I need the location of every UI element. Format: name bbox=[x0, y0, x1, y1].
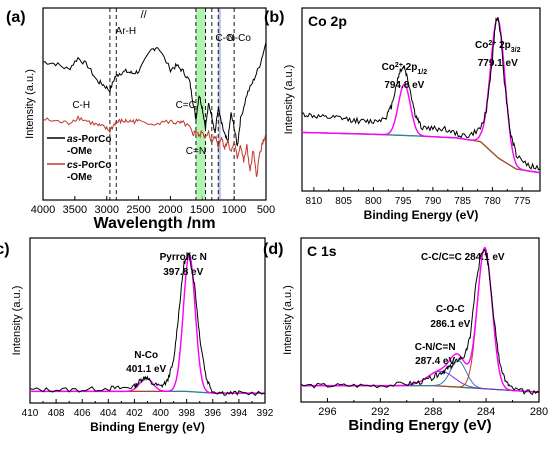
x-tick-label: 795 bbox=[395, 196, 412, 207]
x-tick-label: 2000 bbox=[158, 204, 182, 216]
peak-value: 794.8 eV bbox=[384, 80, 424, 91]
peak-label: Pyrrolic N bbox=[160, 252, 207, 263]
x-axis-title-a: Wavelength /nm bbox=[93, 215, 215, 232]
legend-label-cont: -OMe bbox=[67, 172, 92, 183]
annotation-c-o: C-O bbox=[215, 33, 234, 44]
panel-b bbox=[301, 7, 541, 192]
x-tick-label: 410 bbox=[22, 408, 39, 419]
x-tick-label: 785 bbox=[454, 196, 471, 207]
peak-value: 779.1 eV bbox=[478, 58, 518, 69]
peak-label: C-O-C bbox=[436, 304, 465, 315]
peak-label: C-N/C=N bbox=[415, 342, 456, 353]
highlight-band bbox=[218, 9, 221, 199]
x-tick-label: 3500 bbox=[63, 204, 87, 216]
panel-label-d: (d) bbox=[263, 241, 283, 258]
x-axis-title-b: Binding Energy (eV) bbox=[364, 208, 479, 222]
peak-value: 286.1 eV bbox=[430, 319, 470, 330]
baseline-line bbox=[301, 384, 540, 393]
x-tick-label: 3000 bbox=[94, 204, 118, 216]
y-axis-title-d: Intensity (a.u.) bbox=[282, 285, 294, 355]
plot-frame-b bbox=[301, 7, 541, 192]
baseline-line bbox=[301, 131, 541, 174]
x-tick-label: 500 bbox=[257, 204, 275, 216]
panel-label-b: (b) bbox=[264, 9, 284, 26]
spectrum-line-as bbox=[43, 42, 267, 147]
plot-frame-a bbox=[42, 7, 267, 201]
x-tick-label: 406 bbox=[74, 408, 91, 419]
x-tick-label: 296 bbox=[318, 406, 336, 418]
x-tick-label: 775 bbox=[514, 196, 531, 207]
legend-label: cs-PorCo bbox=[67, 160, 111, 171]
annotation-ar-h: Ar-H bbox=[116, 26, 137, 37]
peak-value: 397.8 eV bbox=[163, 267, 203, 278]
x-axis-title-d: Binding Energy (eV) bbox=[348, 417, 491, 434]
annotation-c-n: C=N bbox=[186, 146, 206, 157]
spectrum-line-cs bbox=[42, 114, 266, 178]
y-axis-title-c: Intensity (a.u.) bbox=[11, 286, 23, 356]
peak-label: C-C/C=C 284.1 eV bbox=[421, 252, 505, 263]
panel-label-c: (c) bbox=[0, 241, 10, 258]
annotation-c-h: C-H bbox=[72, 100, 90, 111]
y-axis-title-b: Intensity (a.u.) bbox=[283, 65, 295, 135]
peak-label: Co2+ 2p1/2 bbox=[382, 62, 428, 76]
fit-envelope-line bbox=[301, 17, 541, 174]
legend-label: as-PorCo bbox=[67, 134, 111, 145]
x-tick-label: 288 bbox=[424, 406, 442, 418]
x-tick-label: 790 bbox=[425, 196, 442, 207]
x-tick-label: 1000 bbox=[222, 204, 246, 216]
x-tick-label: 292 bbox=[371, 406, 389, 418]
peak-label: Co2+ 2p3/2 bbox=[475, 40, 521, 54]
raw-spectrum-line bbox=[301, 17, 541, 171]
x-tick-label: 404 bbox=[100, 408, 117, 419]
x-tick-label: 805 bbox=[335, 196, 352, 207]
x-tick-label: 398 bbox=[178, 408, 195, 419]
x-tick-label: 400 bbox=[152, 408, 169, 419]
annotation-n-co: N-Co bbox=[228, 33, 252, 44]
peak-value: 401.1 eV bbox=[126, 364, 166, 375]
x-tick-label: 2500 bbox=[126, 204, 150, 216]
x-tick-label: 280 bbox=[530, 406, 548, 418]
x-tick-label: 1500 bbox=[190, 204, 214, 216]
x-tick-label: 402 bbox=[126, 408, 143, 419]
panel-title-d: C 1s bbox=[307, 243, 337, 259]
x-axis-title-c: Binding Energy (eV) bbox=[90, 420, 205, 434]
x-tick-label: 408 bbox=[48, 408, 65, 419]
x-tick-label: 284 bbox=[477, 406, 495, 418]
panel-label-a: (a) bbox=[6, 9, 26, 26]
peak-label: N-Co bbox=[134, 350, 158, 361]
x-tick-label: 396 bbox=[204, 408, 221, 419]
raw-spectrum-line bbox=[29, 252, 266, 397]
raw-spectrum-line bbox=[300, 248, 540, 396]
annotation-c-c: C=C bbox=[176, 100, 196, 111]
panel-title-b: Co 2p bbox=[308, 13, 347, 29]
x-tick-label: 810 bbox=[306, 196, 323, 207]
axis-break-mark: // bbox=[141, 9, 148, 21]
y-axis-title-a: Intensity (a.u.) bbox=[24, 69, 36, 139]
legend-label-cont: -OMe bbox=[67, 146, 92, 157]
x-tick-label: 780 bbox=[484, 196, 501, 207]
panel-d bbox=[300, 237, 540, 403]
panel-c bbox=[29, 237, 266, 404]
x-tick-label: 4000 bbox=[31, 204, 55, 216]
x-tick-label: 392 bbox=[257, 408, 274, 419]
x-tick-label: 800 bbox=[365, 196, 382, 207]
x-tick-label: 394 bbox=[231, 408, 248, 419]
fit-envelope-line bbox=[301, 246, 539, 393]
fitted-component-peak bbox=[301, 247, 539, 393]
plot-frame-d bbox=[300, 237, 540, 403]
peak-value: 287.4 eV bbox=[415, 356, 455, 367]
